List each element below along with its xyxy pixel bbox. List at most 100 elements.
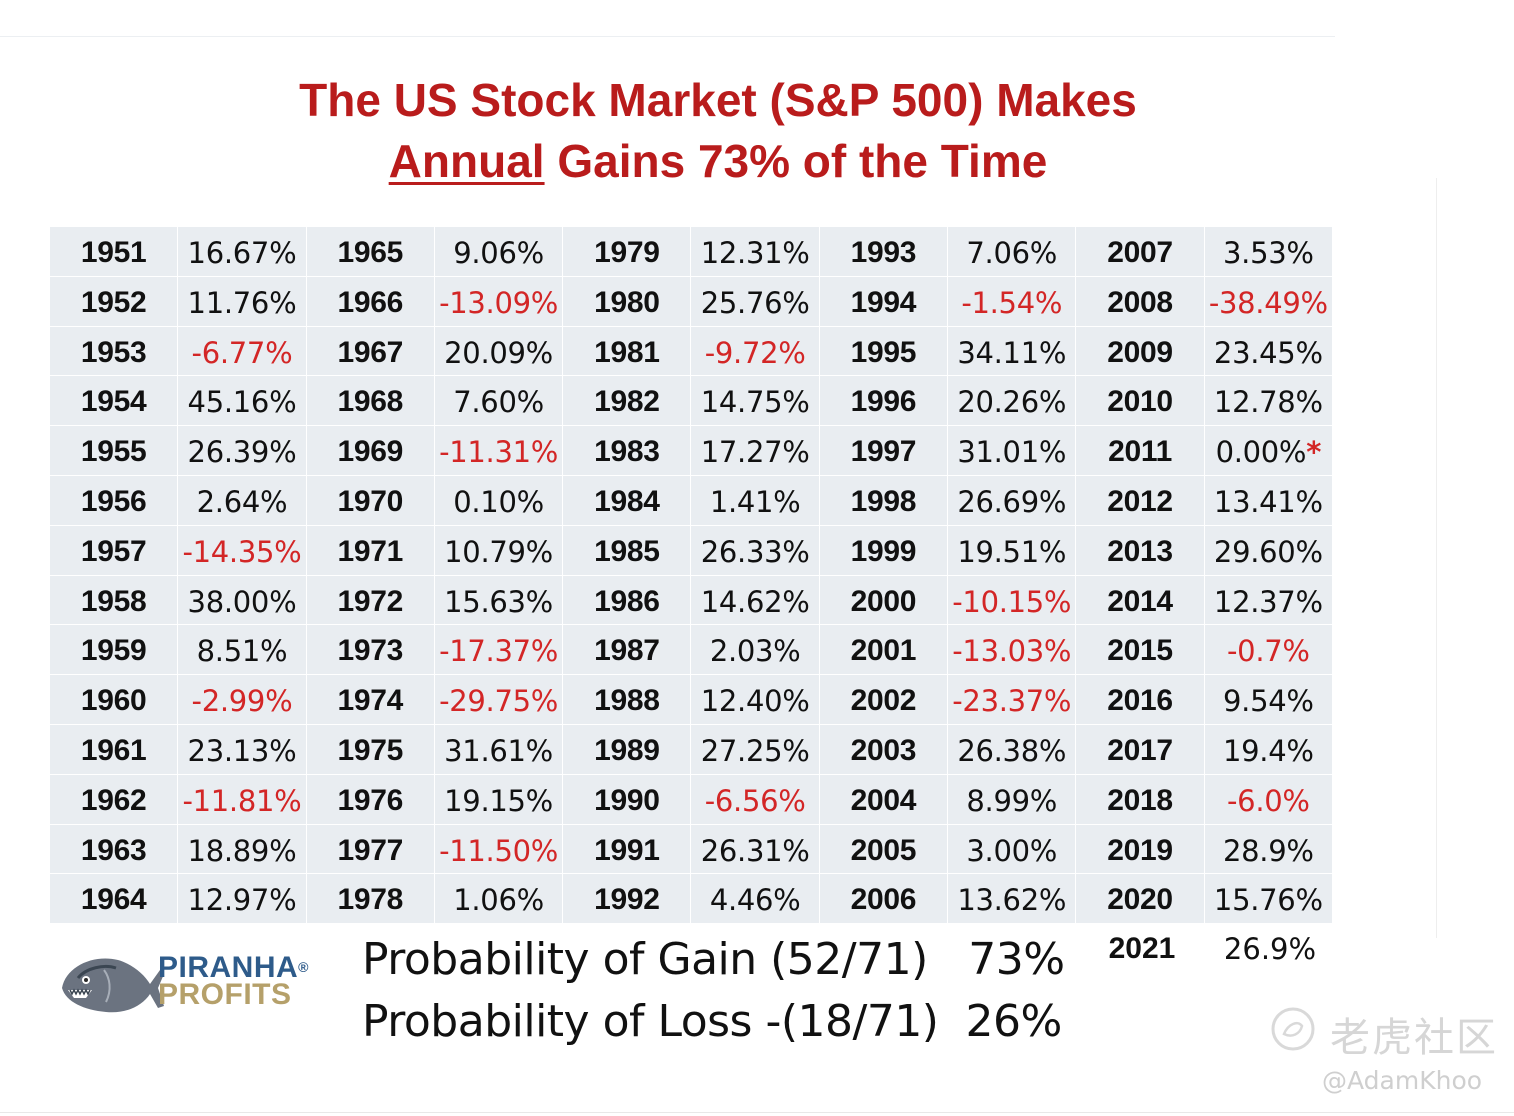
table-value-text: 1.41% [709,484,801,519]
title-line-2: Annual Gains 73% of the Time [0,131,1436,192]
table-value-text: 12.97% [187,883,297,918]
table-year-cell: 1963 [50,824,179,875]
company-logo: PIRANHA® PROFITS [158,953,309,1010]
table-value-cell: 17.27% [691,426,820,476]
table-value-text: 8.99% [966,783,1058,818]
table-year-cell: 1985 [563,525,692,576]
table-value-cell: 14.62% [691,575,820,626]
table-value-text: -2.99% [191,684,293,719]
table-value-cell: -10.15% [948,575,1077,626]
table-year-cell: 1988 [563,675,692,725]
table-year-cell: 1969 [306,426,435,476]
table-value-text: -0.7% [1227,634,1310,669]
table-value-text: 12.40% [700,684,810,719]
table-year-cell: 1987 [563,625,692,676]
table-value-text: 4.46% [709,883,801,918]
table-value-cell: -11.81% [178,774,307,825]
table-year-cell: 1995 [819,326,949,377]
table-value-text: 10.79% [444,534,553,569]
registered-mark: ® [298,959,309,975]
table-value-cell: 2.03% [691,625,820,676]
top-divider [0,36,1335,37]
table-value-text: 26.31% [700,833,810,868]
table-year-cell: 1964 [50,874,179,925]
table-value-cell: -29.75% [434,675,564,725]
table-value-cell: 1.06% [434,874,564,925]
table-value-cell: 13.41% [1204,475,1333,526]
table-year-cell: 1973 [306,625,435,676]
returns-grid: 1951 16.67% 1965 9.06% 1979 12.31% 1993 7.06% 20… [50,227,1333,925]
table-year-cell: 2017 [1076,724,1205,775]
table-value-cell: 8.99% [948,774,1077,825]
table-value-text: -13.09% [439,285,559,320]
table-value-cell: 26.31% [691,824,820,875]
table-value-text: 20.09% [444,335,553,370]
table-year-cell: 1960 [50,675,179,725]
table-value-cell: -11.31% [434,426,564,476]
table-year-cell: 2015 [1076,625,1205,676]
table-value-cell: 12.40% [691,675,820,725]
table-year-cell: 2004 [819,774,949,825]
table-value-text: 26.69% [957,484,1067,519]
table-year-cell: 2008 [1076,276,1205,327]
table-year-cell: 2007 [1076,227,1205,277]
table-year-cell: 1965 [306,227,435,277]
table-value-text: 3.53% [1223,236,1314,270]
table-value-text: -6.77% [191,335,293,370]
table-value-cell: 0.00%* [1204,426,1333,476]
table-year-cell: 2016 [1076,675,1205,725]
table-value-text: 23.13% [187,733,297,768]
table-value-cell: -23.37% [948,675,1077,725]
table-value-text: 31.61% [444,733,553,768]
table-year-cell: 2012 [1076,475,1205,526]
table-year-cell: 2006 [819,874,949,925]
table-value-text: 14.62% [700,584,810,619]
table-year-cell: 1977 [306,824,435,875]
table-value-text: 28.9% [1223,833,1314,868]
table-year-cell: 2000 [819,575,949,626]
table-year-cell: 1966 [306,276,435,327]
table-year-cell: 1992 [563,874,692,925]
table-value-cell: -13.03% [948,625,1077,676]
table-year-cell: 2005 [819,824,949,875]
table-value-text: 20.26% [957,385,1067,420]
table-value-text: -11.31% [439,435,559,470]
table-year-cell: 1952 [50,276,179,327]
table-year-cell: 1990 [563,774,692,825]
table-value-cell: 7.60% [434,376,564,427]
table-year-cell: 1991 [563,824,692,875]
table-value-text: 19.4% [1223,733,1314,768]
table-value-text: 12.78% [1213,385,1323,420]
table-year-cell: 2011 [1076,426,1205,476]
table-year-cell: 1962 [50,774,179,825]
table-value-text: 19.15% [444,783,553,818]
table-value-cell: 19.51% [948,525,1077,576]
table-value-cell: 10.79% [434,525,564,576]
table-value-cell: 38.00% [178,575,307,626]
table-value-text: 3.00% [966,833,1058,868]
table-value-text: 13.62% [957,883,1067,918]
table-value-text: -11.50% [439,833,559,868]
table-year-cell: 1982 [563,376,692,427]
table-value-text: -10.15% [952,584,1072,619]
table-value-cell: 3.00% [948,824,1077,875]
table-year-cell: 2014 [1076,575,1205,626]
table-value-text: 8.51% [196,634,288,669]
table-value-cell: 4.46% [691,874,820,925]
table-value-cell: 11.76% [178,276,307,327]
table-year-cell: 1989 [563,724,692,775]
table-year-cell: 2019 [1076,824,1205,875]
probability-loss-label: Probability of Loss -(18/71) [362,996,939,1047]
returns-table: 1951 16.67% 1965 9.06% 1979 12.31% 1993 7.06% 20… [50,227,1333,925]
table-value-text: 16.67% [187,236,297,270]
table-year-cell: 1978 [306,874,435,925]
table-value-cell: 20.09% [434,326,564,377]
table-year-cell: 1983 [563,426,692,476]
table-value-cell: -6.77% [178,326,307,377]
table-value-cell: 1.41% [691,475,820,526]
table-year-cell: 2003 [819,724,949,775]
table-value-text: -9.72% [704,335,806,370]
table-value-cell: 12.37% [1204,575,1333,626]
table-year-cell: 1984 [563,475,692,526]
bottom-divider [0,1112,1514,1113]
